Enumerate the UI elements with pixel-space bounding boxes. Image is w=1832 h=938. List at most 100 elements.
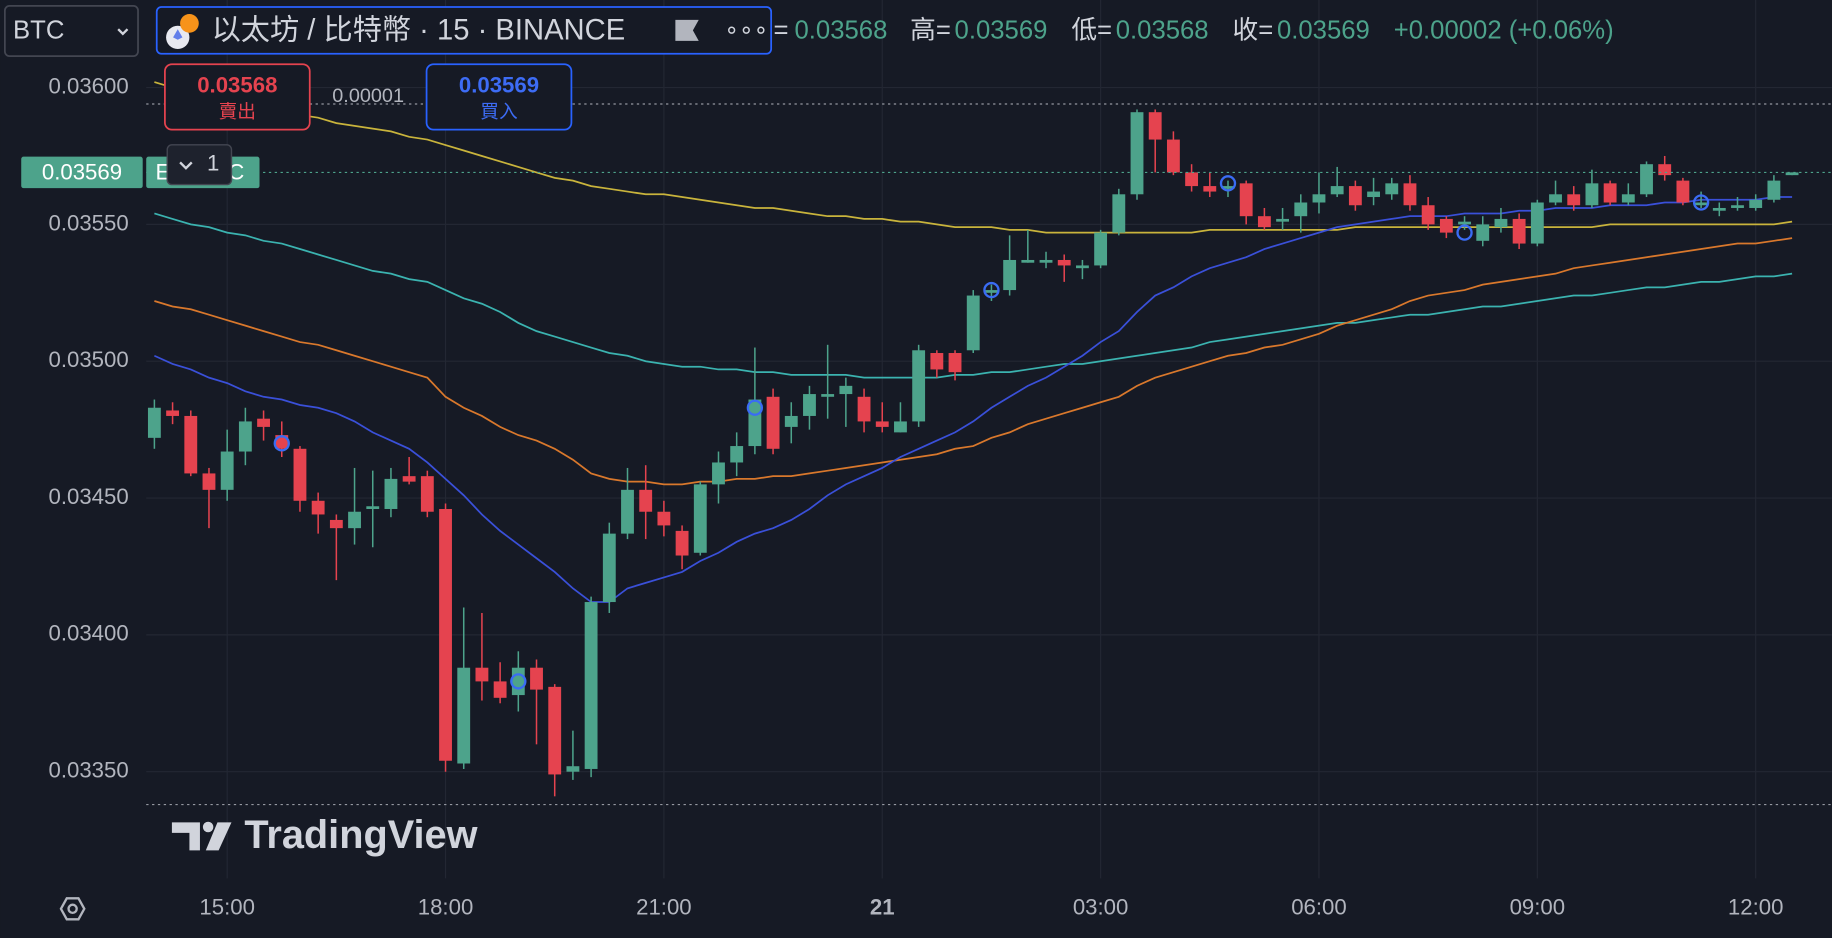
candle-body: [1094, 232, 1108, 266]
high-value: 0.03569: [955, 16, 1048, 44]
candle-body: [1621, 194, 1635, 203]
candle-body: [1294, 202, 1308, 217]
candle-body: [1021, 259, 1035, 263]
candle-body: [238, 421, 252, 452]
candle-body: [293, 448, 307, 501]
candle-body: [1312, 194, 1326, 203]
buy-button[interactable]: 0.03569 買入: [425, 63, 573, 131]
candle-body: [621, 489, 634, 534]
low-value: 0.03568: [1116, 16, 1209, 44]
low-label: 低=: [1071, 15, 1112, 44]
candle-body: [730, 446, 744, 463]
candle-body: [1057, 259, 1071, 266]
candle-body: [257, 418, 270, 427]
candle-body: [1749, 199, 1763, 208]
candle-body: [1367, 191, 1380, 198]
buy-label: 買入: [480, 101, 517, 122]
signal-marker: [746, 399, 764, 416]
candle-body: [1476, 224, 1490, 241]
candle-body: [202, 473, 216, 490]
candle-body: [1130, 112, 1144, 195]
candle-body: [948, 353, 962, 373]
indicator-line: [154, 237, 1793, 486]
candle-body: [1694, 202, 1708, 206]
candle-body: [1166, 139, 1180, 173]
candle-body: [1712, 207, 1726, 211]
candle-body: [1203, 186, 1217, 192]
sell-button[interactable]: 0.03568 賣出: [164, 63, 311, 131]
candle-body: [402, 476, 416, 482]
spread: 0.00001: [332, 85, 404, 107]
signal-marker: [1692, 194, 1710, 211]
signal-marker: [510, 673, 527, 690]
signal-marker: [983, 281, 1000, 299]
x-tick-label: 12:00: [1728, 895, 1784, 920]
candle-body: [1330, 186, 1344, 195]
candle-body: [985, 290, 998, 293]
candle-body: [821, 394, 835, 397]
candle-body: [1603, 183, 1617, 203]
logo-part: [171, 822, 200, 851]
candle-body: [584, 602, 598, 769]
candle-body: [1549, 194, 1562, 203]
candle-body: [1585, 183, 1599, 206]
candle-body: [511, 667, 525, 696]
candle-body: [693, 484, 707, 553]
ohlc-legend: 開= 0.03568 高= 0.03569 低= 0.03568 收= 0.03…: [748, 15, 1614, 44]
candle-body: [1530, 202, 1544, 244]
candle-body: [329, 519, 343, 529]
candle-body: [493, 681, 507, 698]
last-price-tag: [21, 156, 143, 189]
open-value: 0.03568: [795, 16, 888, 44]
symbol-title: 以太坊 / 比特幣 · 15 · BINANCE: [212, 13, 626, 46]
quantity-button[interactable]: 1: [166, 144, 233, 186]
y-tick-label: 0.03400: [48, 621, 128, 646]
candle-body: [1731, 205, 1744, 208]
symbol-title-box[interactable]: 以太坊 / 比特幣 · 15 · BINANCE ∘∘∘: [155, 6, 773, 55]
candle-body: [275, 435, 289, 449]
candle-body: [748, 399, 762, 447]
x-tick-label: 21: [870, 895, 895, 920]
candle-body: [1075, 265, 1089, 269]
candle-body: [1257, 216, 1271, 228]
candle-body: [602, 533, 616, 603]
candle-body: [420, 476, 434, 512]
candle-body: [675, 530, 689, 556]
candle-body: [1785, 172, 1799, 176]
change-value: +0.00002 (+0.06%): [1394, 16, 1614, 44]
candle-body: [530, 667, 543, 690]
candle-body: [1767, 180, 1781, 200]
candle-body: [1239, 183, 1253, 217]
more-button[interactable]: ∘∘∘: [724, 17, 768, 43]
candle-body: [311, 500, 325, 515]
candle-body: [366, 506, 380, 509]
signal-marker: [1456, 224, 1473, 241]
candle-body: [475, 667, 489, 682]
flag-icon: [675, 19, 699, 41]
candle-body: [912, 350, 926, 422]
candle-body: [966, 295, 980, 351]
candle-body: [1003, 259, 1017, 291]
x-tick-label: 18:00: [418, 895, 474, 920]
high-label: 高=: [910, 15, 951, 44]
signal-marker: [1219, 175, 1237, 192]
candle-body: [1439, 218, 1453, 233]
candle-body: [1039, 259, 1053, 263]
watermark: TradingView: [171, 813, 478, 857]
select-text: BTC: [13, 16, 64, 44]
candle-body: [930, 353, 944, 370]
candle-body: [1185, 172, 1199, 187]
candle-body: [147, 407, 161, 438]
candle-body: [1403, 183, 1417, 206]
last-price-label: 0.03569: [42, 159, 122, 184]
sell-price: 0.03568: [197, 72, 277, 97]
candle-body: [1494, 218, 1508, 228]
candle-body: [657, 511, 671, 526]
symbol-select[interactable]: BTC: [3, 4, 139, 57]
y-tick-label: 0.03350: [48, 758, 128, 783]
candle-body: [1421, 205, 1435, 225]
settings-button[interactable]: [59, 897, 86, 921]
indicator-line: [154, 212, 1793, 379]
